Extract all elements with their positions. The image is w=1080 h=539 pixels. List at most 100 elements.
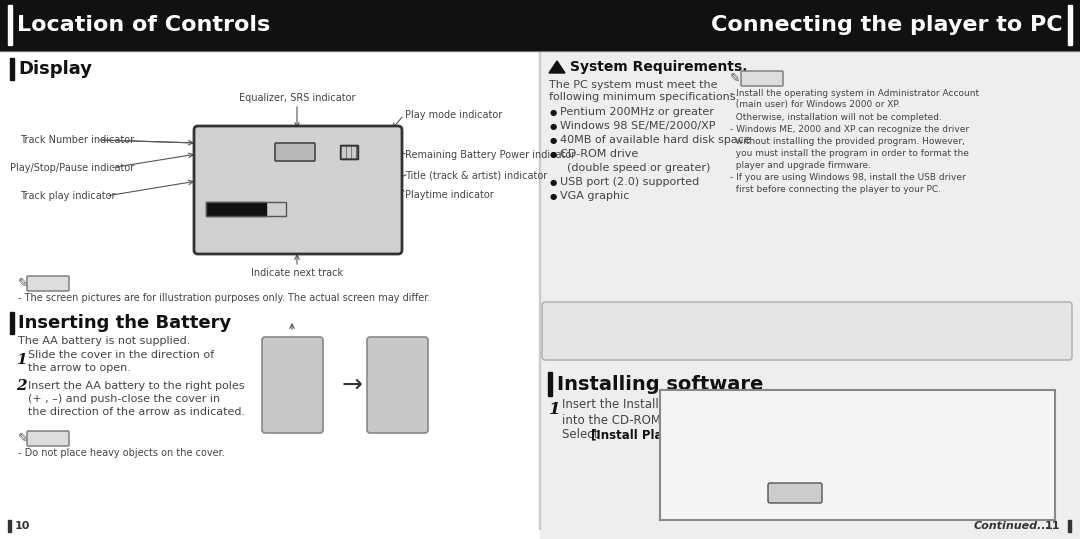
Bar <box>0 50 1080 51</box>
Text: Note: Note <box>35 434 62 444</box>
Text: NOR: NOR <box>320 148 339 156</box>
Bar <box>8 520 11 532</box>
Text: Installing software: Installing software <box>557 375 764 393</box>
Text: ✎: ✎ <box>730 72 741 85</box>
Text: Continued...: Continued... <box>973 521 1050 531</box>
Bar <box>548 372 552 396</box>
FancyBboxPatch shape <box>542 302 1072 360</box>
Bar <box>8 5 12 45</box>
Text: 00:01:30: 00:01:30 <box>293 203 366 218</box>
Text: ♪: ♪ <box>206 172 218 191</box>
Text: Before connecting the player to PC, make sure to install USB driver. If “: Before connecting the player to PC, make… <box>553 317 924 327</box>
Text: Singer - Song 1: Singer - Song 1 <box>222 175 353 190</box>
Text: Insert the AA battery to the right poles: Insert the AA battery to the right poles <box>28 381 244 391</box>
FancyBboxPatch shape <box>741 71 783 86</box>
Text: System Requirements.: System Requirements. <box>570 60 747 74</box>
Text: following minimum specifications:: following minimum specifications: <box>549 92 739 102</box>
Text: ②: ② <box>380 343 391 356</box>
Text: Connecting the player to PC: Connecting the player to PC <box>712 15 1063 35</box>
Text: Note: Note <box>35 279 62 289</box>
Bar <box>206 202 286 216</box>
Text: Click: Click <box>783 488 807 497</box>
Text: Insert the Installation CD: Insert the Installation CD <box>562 398 710 411</box>
Text: 40MB of available hard disk space: 40MB of available hard disk space <box>561 135 751 145</box>
Text: [Install Player USB Driver].: [Install Player USB Driver]. <box>591 429 770 441</box>
Text: Slide the cover in the direction of: Slide the cover in the direction of <box>28 350 214 360</box>
Text: - Windows ME, 2000 and XP can recognize the driver: - Windows ME, 2000 and XP can recognize … <box>730 125 969 134</box>
Text: VGA graphic: VGA graphic <box>561 191 630 201</box>
Text: (main user) for Windows 2000 or XP.: (main user) for Windows 2000 or XP. <box>730 100 901 109</box>
Text: Track Number indicator: Track Number indicator <box>21 135 134 145</box>
Text: Location of Controls: Location of Controls <box>17 15 270 35</box>
Text: Otherwise, installation will not be completed.: Otherwise, installation will not be comp… <box>730 113 942 121</box>
Bar <box>1068 520 1071 532</box>
Bar <box>342 147 345 157</box>
Text: Indicate next track: Indicate next track <box>251 268 343 278</box>
Text: you must install the program in order to format the: you must install the program in order to… <box>730 149 969 157</box>
Text: Track play indicator: Track play indicator <box>21 191 116 201</box>
Text: ◎: ◎ <box>206 231 218 245</box>
Text: Title (track & artist) indicator: Title (track & artist) indicator <box>405 170 548 180</box>
Text: ●: ● <box>550 107 557 116</box>
Text: ✎: ✎ <box>18 432 28 445</box>
Text: Windows 98 SE/ME/2000/XP: Windows 98 SE/ME/2000/XP <box>561 121 715 131</box>
Text: Note: Note <box>748 74 775 84</box>
Text: →: → <box>341 373 363 397</box>
FancyBboxPatch shape <box>768 483 822 503</box>
Bar <box>540 0 1080 539</box>
FancyBboxPatch shape <box>27 276 69 291</box>
Bar <box>341 145 357 159</box>
Text: first before connecting the player to your PC.: first before connecting the player to yo… <box>730 184 941 194</box>
Text: ●: ● <box>550 149 557 158</box>
Text: 1: 1 <box>549 402 561 418</box>
Text: Select: Select <box>562 429 603 441</box>
Text: ✎: ✎ <box>18 277 28 289</box>
Text: 2: 2 <box>16 379 27 393</box>
Bar <box>1068 5 1072 45</box>
Text: Wizard”: Wizard” <box>553 332 600 342</box>
Text: Singer - Song 2: Singer - Song 2 <box>220 231 351 245</box>
Text: Play/Stop/Pause indicator: Play/Stop/Pause indicator <box>10 163 134 173</box>
Text: ●: ● <box>550 191 557 201</box>
Text: 10: 10 <box>15 521 30 531</box>
Text: Before connecting the player to PC, make sure to install USB driver. If “: Before connecting the player to PC, make… <box>553 317 924 327</box>
Text: the direction of the arrow as indicated.: the direction of the arrow as indicated. <box>28 407 245 417</box>
Text: USB port (2.0) supported: USB port (2.0) supported <box>561 177 699 187</box>
Text: The PC system must meet the: The PC system must meet the <box>549 80 717 90</box>
Text: Inserting the Battery: Inserting the Battery <box>18 314 231 332</box>
Text: Play mode indicator: Play mode indicator <box>405 110 502 120</box>
Text: [Cancel]: [Cancel] <box>692 332 741 342</box>
Bar <box>0 0 540 539</box>
Text: button and install the USB driver.: button and install the USB driver. <box>730 332 907 342</box>
Text: 11: 11 <box>1044 521 1059 531</box>
Text: (+ , –) and push-close the cover in: (+ , –) and push-close the cover in <box>28 394 220 404</box>
Text: appears, press the: appears, press the <box>593 332 697 342</box>
Text: the arrow to open.: the arrow to open. <box>28 363 131 373</box>
Text: - If you are using Windows 98, install the USB driver: - If you are using Windows 98, install t… <box>730 172 966 182</box>
Bar <box>347 147 350 157</box>
Text: 1: 1 <box>16 353 27 367</box>
Text: ●: ● <box>550 121 557 130</box>
Text: (double speed or greater): (double speed or greater) <box>561 163 711 173</box>
Text: Pentium 200MHz or greater: Pentium 200MHz or greater <box>561 107 714 117</box>
FancyBboxPatch shape <box>262 337 323 433</box>
Text: - Do not place heavy objects on the cover.: - Do not place heavy objects on the cove… <box>18 448 225 458</box>
Text: The AA battery is not supplied.: The AA battery is not supplied. <box>18 336 190 346</box>
Bar <box>660 390 1055 520</box>
Bar <box>10 58 14 80</box>
Text: Before connecting the player to PC, make sure to install USB driver. If “: Before connecting the player to PC, make… <box>553 317 924 327</box>
Text: Display: Display <box>18 60 92 78</box>
Text: - Install the operating system in Administrator Account: - Install the operating system in Admini… <box>730 88 980 98</box>
FancyBboxPatch shape <box>194 126 402 254</box>
Text: without installing the provided program. However,: without installing the provided program.… <box>730 136 964 146</box>
Text: Remaining Battery Power indicator: Remaining Battery Power indicator <box>405 150 576 160</box>
FancyBboxPatch shape <box>367 337 428 433</box>
Text: CD-ROM drive: CD-ROM drive <box>561 149 638 159</box>
Bar <box>340 145 357 159</box>
Text: Playtime indicator: Playtime indicator <box>405 190 494 200</box>
Text: ●: ● <box>550 177 557 186</box>
FancyBboxPatch shape <box>27 431 69 446</box>
Text: - The screen pictures are for illustration purposes only. The actual screen may : - The screen pictures are for illustrati… <box>18 293 430 303</box>
Text: ▶ 001/020: ▶ 001/020 <box>206 146 273 158</box>
FancyBboxPatch shape <box>275 143 315 161</box>
